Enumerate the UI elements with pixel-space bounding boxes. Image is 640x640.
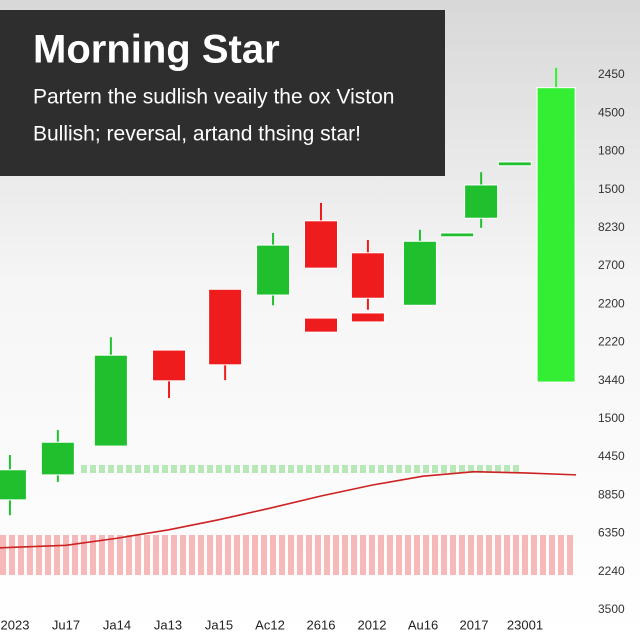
subtitle: Bullish; reversal, artand thsing star! — [33, 123, 361, 146]
y-tick-label: 2220 — [598, 335, 625, 349]
candle-body — [464, 184, 499, 219]
candle-body — [40, 441, 75, 476]
x-tick-label: 2616 — [307, 617, 336, 632]
y-tick-label: 1800 — [598, 144, 625, 158]
x-tick-label: 2012 — [358, 617, 387, 632]
candle-body — [152, 349, 187, 382]
x-tick-label: Ja14 — [103, 617, 131, 632]
y-tick-label: 2200 — [598, 296, 625, 310]
candle-body — [304, 317, 338, 333]
candle-body — [497, 161, 532, 167]
y-tick-label: 6350 — [598, 526, 625, 540]
x-tick-label: 23001 — [507, 617, 543, 632]
candle-body — [350, 252, 385, 299]
x-tick-label: Ja13 — [154, 617, 182, 632]
subtitle: Partern the sudlish veaily the ox Viston — [33, 86, 394, 109]
candle-body — [256, 244, 291, 296]
candle-body — [440, 232, 475, 238]
y-tick-label: 4450 — [598, 449, 625, 463]
x-tick-label: 2017 — [460, 617, 489, 632]
volume-band — [78, 465, 520, 473]
chart-title: Morning Star — [33, 28, 280, 72]
y-tick-label: 8850 — [598, 487, 625, 501]
y-tick-label: 1500 — [598, 411, 625, 425]
average-line — [0, 470, 577, 549]
candle-body — [0, 469, 27, 501]
candle-body — [402, 240, 437, 306]
x-tick-label: Ac12 — [255, 617, 285, 632]
title-box — [0, 10, 445, 176]
y-tick-label: 3500 — [598, 602, 625, 616]
volume-band — [0, 535, 576, 575]
y-tick-label: 2240 — [598, 564, 625, 578]
candle-body — [304, 220, 338, 269]
y-tick-label: 1500 — [598, 182, 625, 196]
x-tick-label: Ja15 — [205, 617, 233, 632]
plot: 2450 4500 1800 1500 8230 2700 2200 2220 3440 1500… — [0, 67, 625, 632]
y-tick-label: 4500 — [598, 105, 625, 119]
candle-body — [93, 354, 128, 447]
y-tick-label: 2700 — [598, 258, 625, 272]
x-tick-label: Au16 — [408, 617, 438, 632]
x-tick-label: 2023 — [1, 617, 30, 632]
y-tick-label: 3440 — [598, 373, 625, 387]
candle-body — [350, 312, 385, 323]
y-tick-label: 2450 — [598, 67, 625, 81]
candle-body — [536, 87, 576, 383]
candle-body — [208, 288, 243, 366]
x-tick-label: Ju17 — [52, 617, 80, 632]
y-tick-label: 8230 — [598, 220, 625, 234]
